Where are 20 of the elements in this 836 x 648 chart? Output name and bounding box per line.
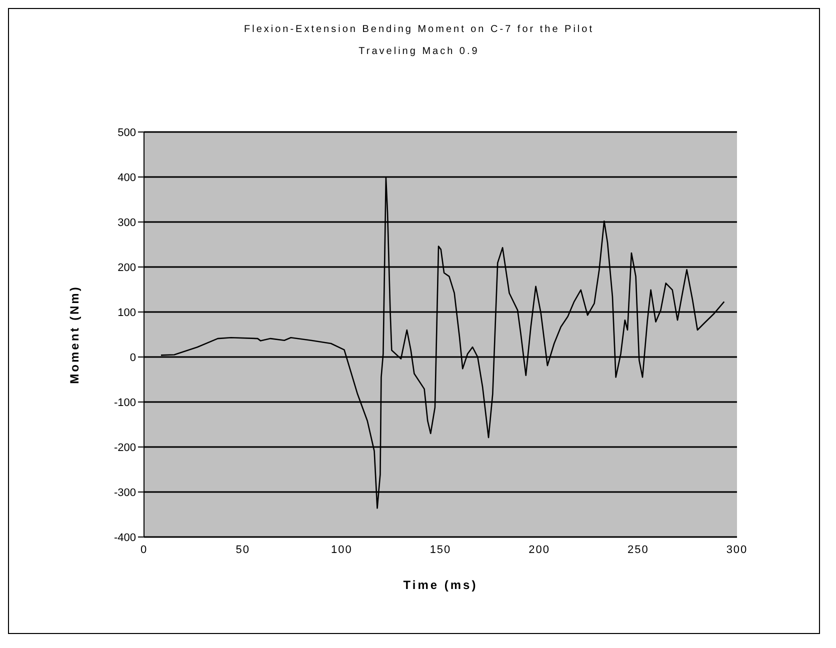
y-axis-title: Moment (Nm): [67, 285, 82, 384]
x-tick-label: 200: [528, 544, 550, 556]
y-tick-label: 100: [118, 306, 136, 319]
y-tick-label: -100: [114, 396, 136, 409]
x-tick-label: 50: [236, 544, 250, 556]
x-tick-label: 100: [330, 544, 352, 556]
y-tick-label: 200: [118, 262, 136, 274]
y-tick-label: -400: [114, 532, 136, 544]
x-axis-title: Time (ms): [403, 578, 478, 592]
y-tick-label: 300: [118, 216, 136, 229]
x-tick-label: 150: [430, 544, 452, 556]
y-tick-label: 0: [130, 352, 136, 364]
y-tick-label: -300: [114, 486, 136, 499]
y-tick-label: 400: [118, 172, 136, 184]
y-tick-label: 500: [118, 126, 136, 139]
y-tick-label: -200: [114, 442, 136, 454]
x-tick-label: 0: [140, 544, 148, 556]
x-tick-label: 250: [627, 544, 649, 556]
x-tick-label: 300: [726, 544, 748, 556]
chart-title: Flexion-Extension Bending Moment on C-7 for the Pilot Traveling Mach 0.9: [242, 23, 595, 59]
